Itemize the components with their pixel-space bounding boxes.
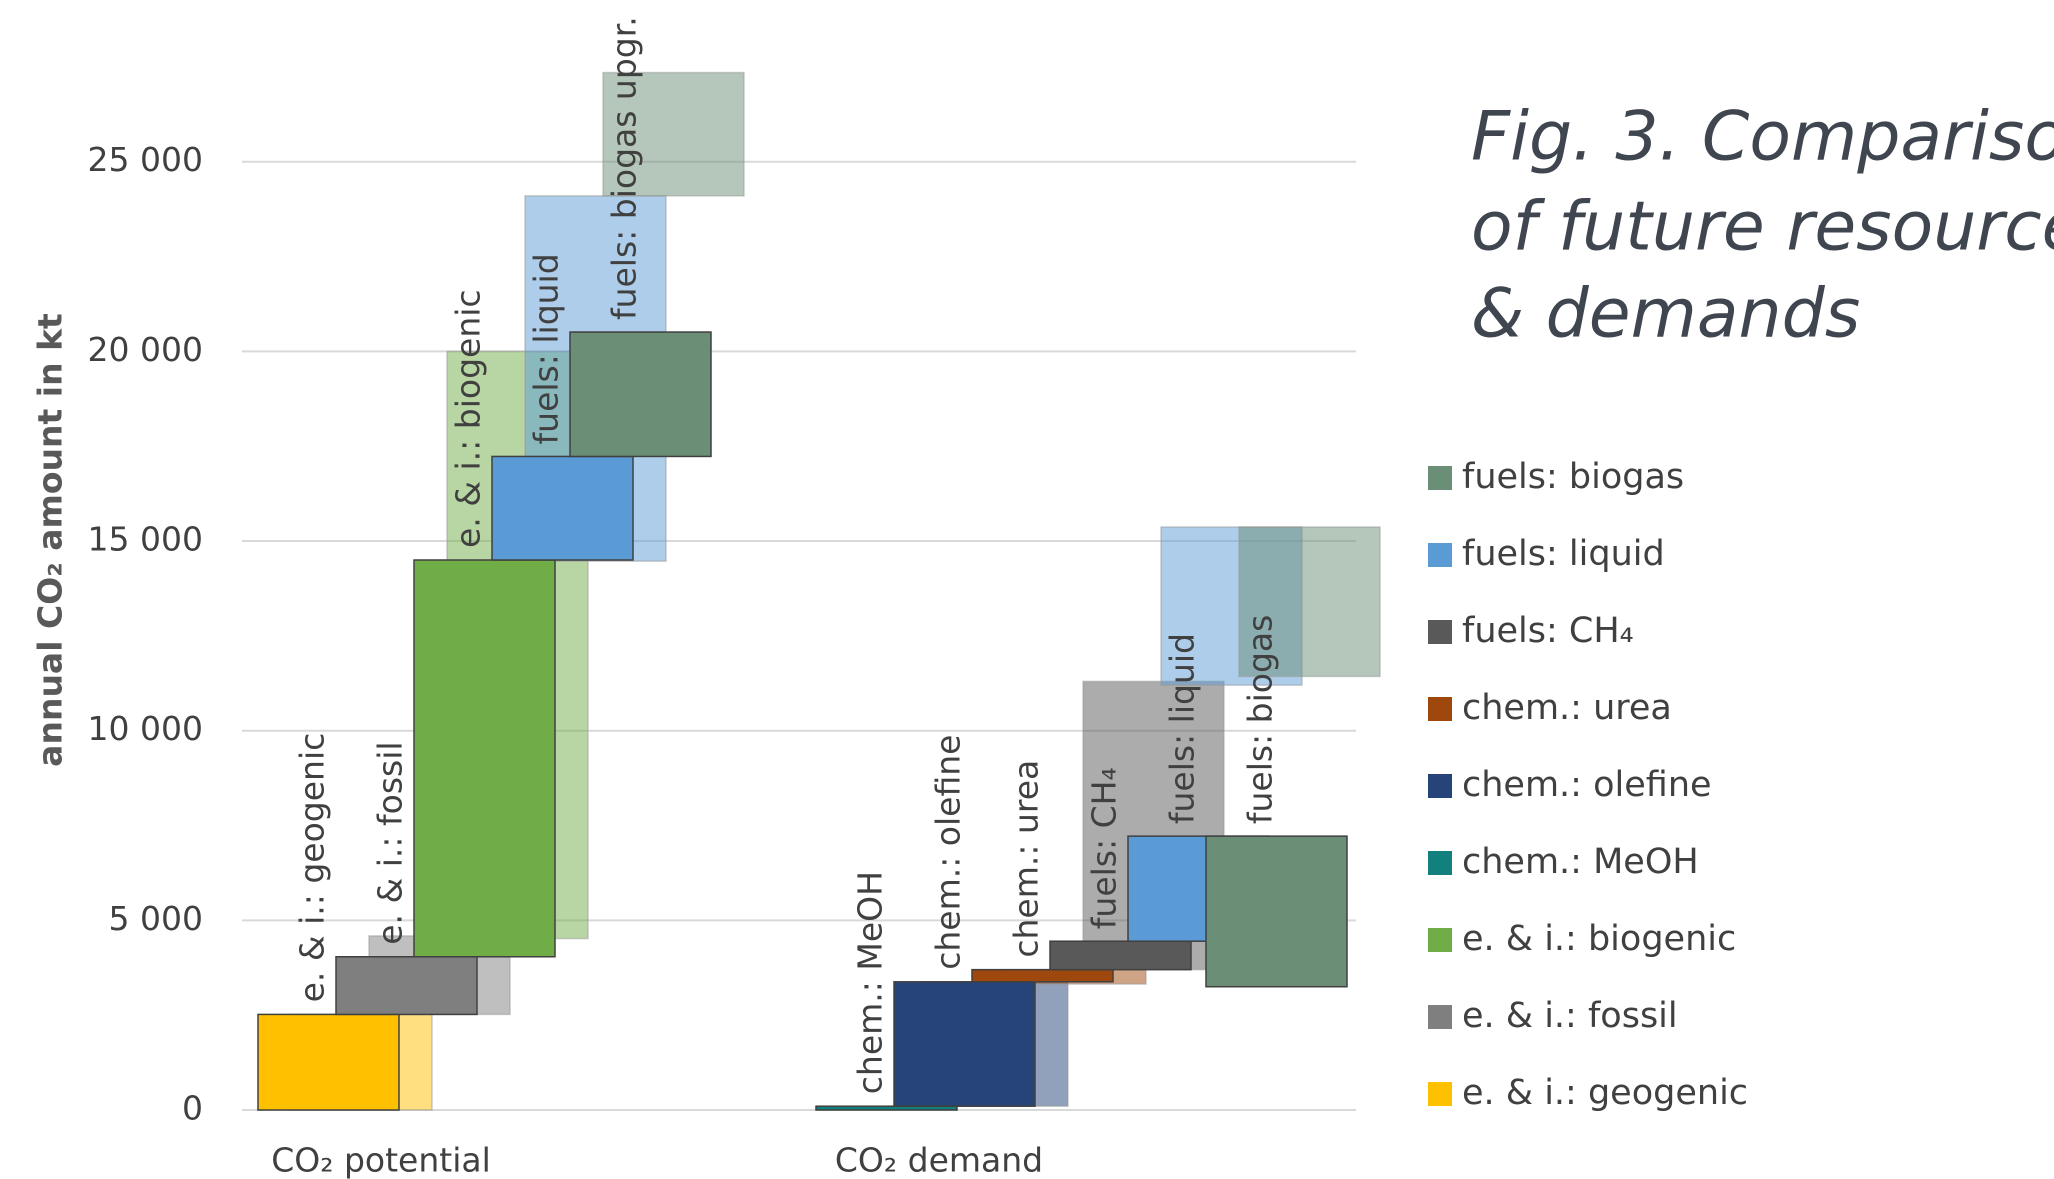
y-tick-label: 10 000 bbox=[88, 709, 203, 748]
x-tick-label: CO₂ demand bbox=[835, 1141, 1043, 1179]
legend-swatch bbox=[1428, 466, 1452, 490]
legend-label: chem.: olefine bbox=[1462, 765, 1712, 805]
bar bbox=[335, 956, 478, 1016]
bar-label: fuels: liquid bbox=[527, 253, 566, 444]
legend-swatch bbox=[1428, 851, 1452, 875]
legend-label: chem.: urea bbox=[1462, 688, 1672, 728]
range-bar bbox=[1238, 526, 1381, 678]
bar-label: fuels: CH₄ bbox=[1085, 767, 1124, 929]
bar-label: chem.: urea bbox=[1007, 760, 1046, 958]
legend-label: chem.: MeOH bbox=[1462, 842, 1699, 882]
bar bbox=[491, 455, 634, 561]
bar-label: fuels: liquid bbox=[1163, 633, 1202, 824]
y-tick-label: 15 000 bbox=[88, 520, 203, 559]
legend-label: e. & i.: biogenic bbox=[1462, 919, 1736, 959]
title-line: of future resources bbox=[1471, 188, 2054, 267]
legend-label: fuels: liquid bbox=[1462, 534, 1665, 574]
bar bbox=[1205, 835, 1348, 988]
bar-label: fuels: biogas bbox=[1241, 615, 1280, 824]
bar bbox=[815, 1105, 958, 1111]
bar-label: chem.: MeOH bbox=[851, 871, 890, 1094]
legend-swatch bbox=[1428, 543, 1452, 567]
bar-label: e. & i.: fossil bbox=[371, 741, 410, 944]
range-bar bbox=[602, 71, 745, 197]
bar-label: fuels: biogas upgr. bbox=[605, 16, 644, 320]
y-tick-label: 5 000 bbox=[109, 899, 203, 938]
y-tick-label: 0 bbox=[182, 1089, 203, 1128]
title-line: & demands bbox=[1471, 275, 1860, 354]
bar bbox=[971, 968, 1114, 983]
bar bbox=[569, 331, 712, 458]
y-axis-title: annual CO₂ amount in kt bbox=[31, 313, 70, 767]
legend-swatch bbox=[1428, 620, 1452, 644]
legend-swatch bbox=[1428, 774, 1452, 798]
legend-swatch bbox=[1428, 1082, 1452, 1106]
title-line: Fig. 3. Comparison bbox=[1471, 98, 2054, 177]
y-tick-label: 20 000 bbox=[88, 330, 203, 369]
y-tick-label: 25 000 bbox=[88, 140, 203, 179]
bar-label: e. & i.: geogenic bbox=[293, 733, 332, 1003]
legend-label: fuels: CH₄ bbox=[1462, 611, 1634, 651]
legend-swatch bbox=[1428, 697, 1452, 721]
legend-label: e. & i.: geogenic bbox=[1462, 1073, 1748, 1113]
x-tick-label: CO₂ potential bbox=[271, 1141, 491, 1179]
bar bbox=[413, 559, 556, 958]
bar bbox=[257, 1013, 400, 1111]
legend-swatch bbox=[1428, 928, 1452, 952]
legend-swatch bbox=[1428, 1005, 1452, 1029]
bar-label: e. & i.: biogenic bbox=[449, 289, 488, 548]
bar-label: chem.: olefine bbox=[929, 735, 968, 970]
legend-label: fuels: biogas bbox=[1462, 457, 1684, 497]
legend-label: e. & i.: fossil bbox=[1462, 996, 1678, 1036]
bar bbox=[893, 981, 1036, 1107]
bar bbox=[1049, 940, 1192, 971]
